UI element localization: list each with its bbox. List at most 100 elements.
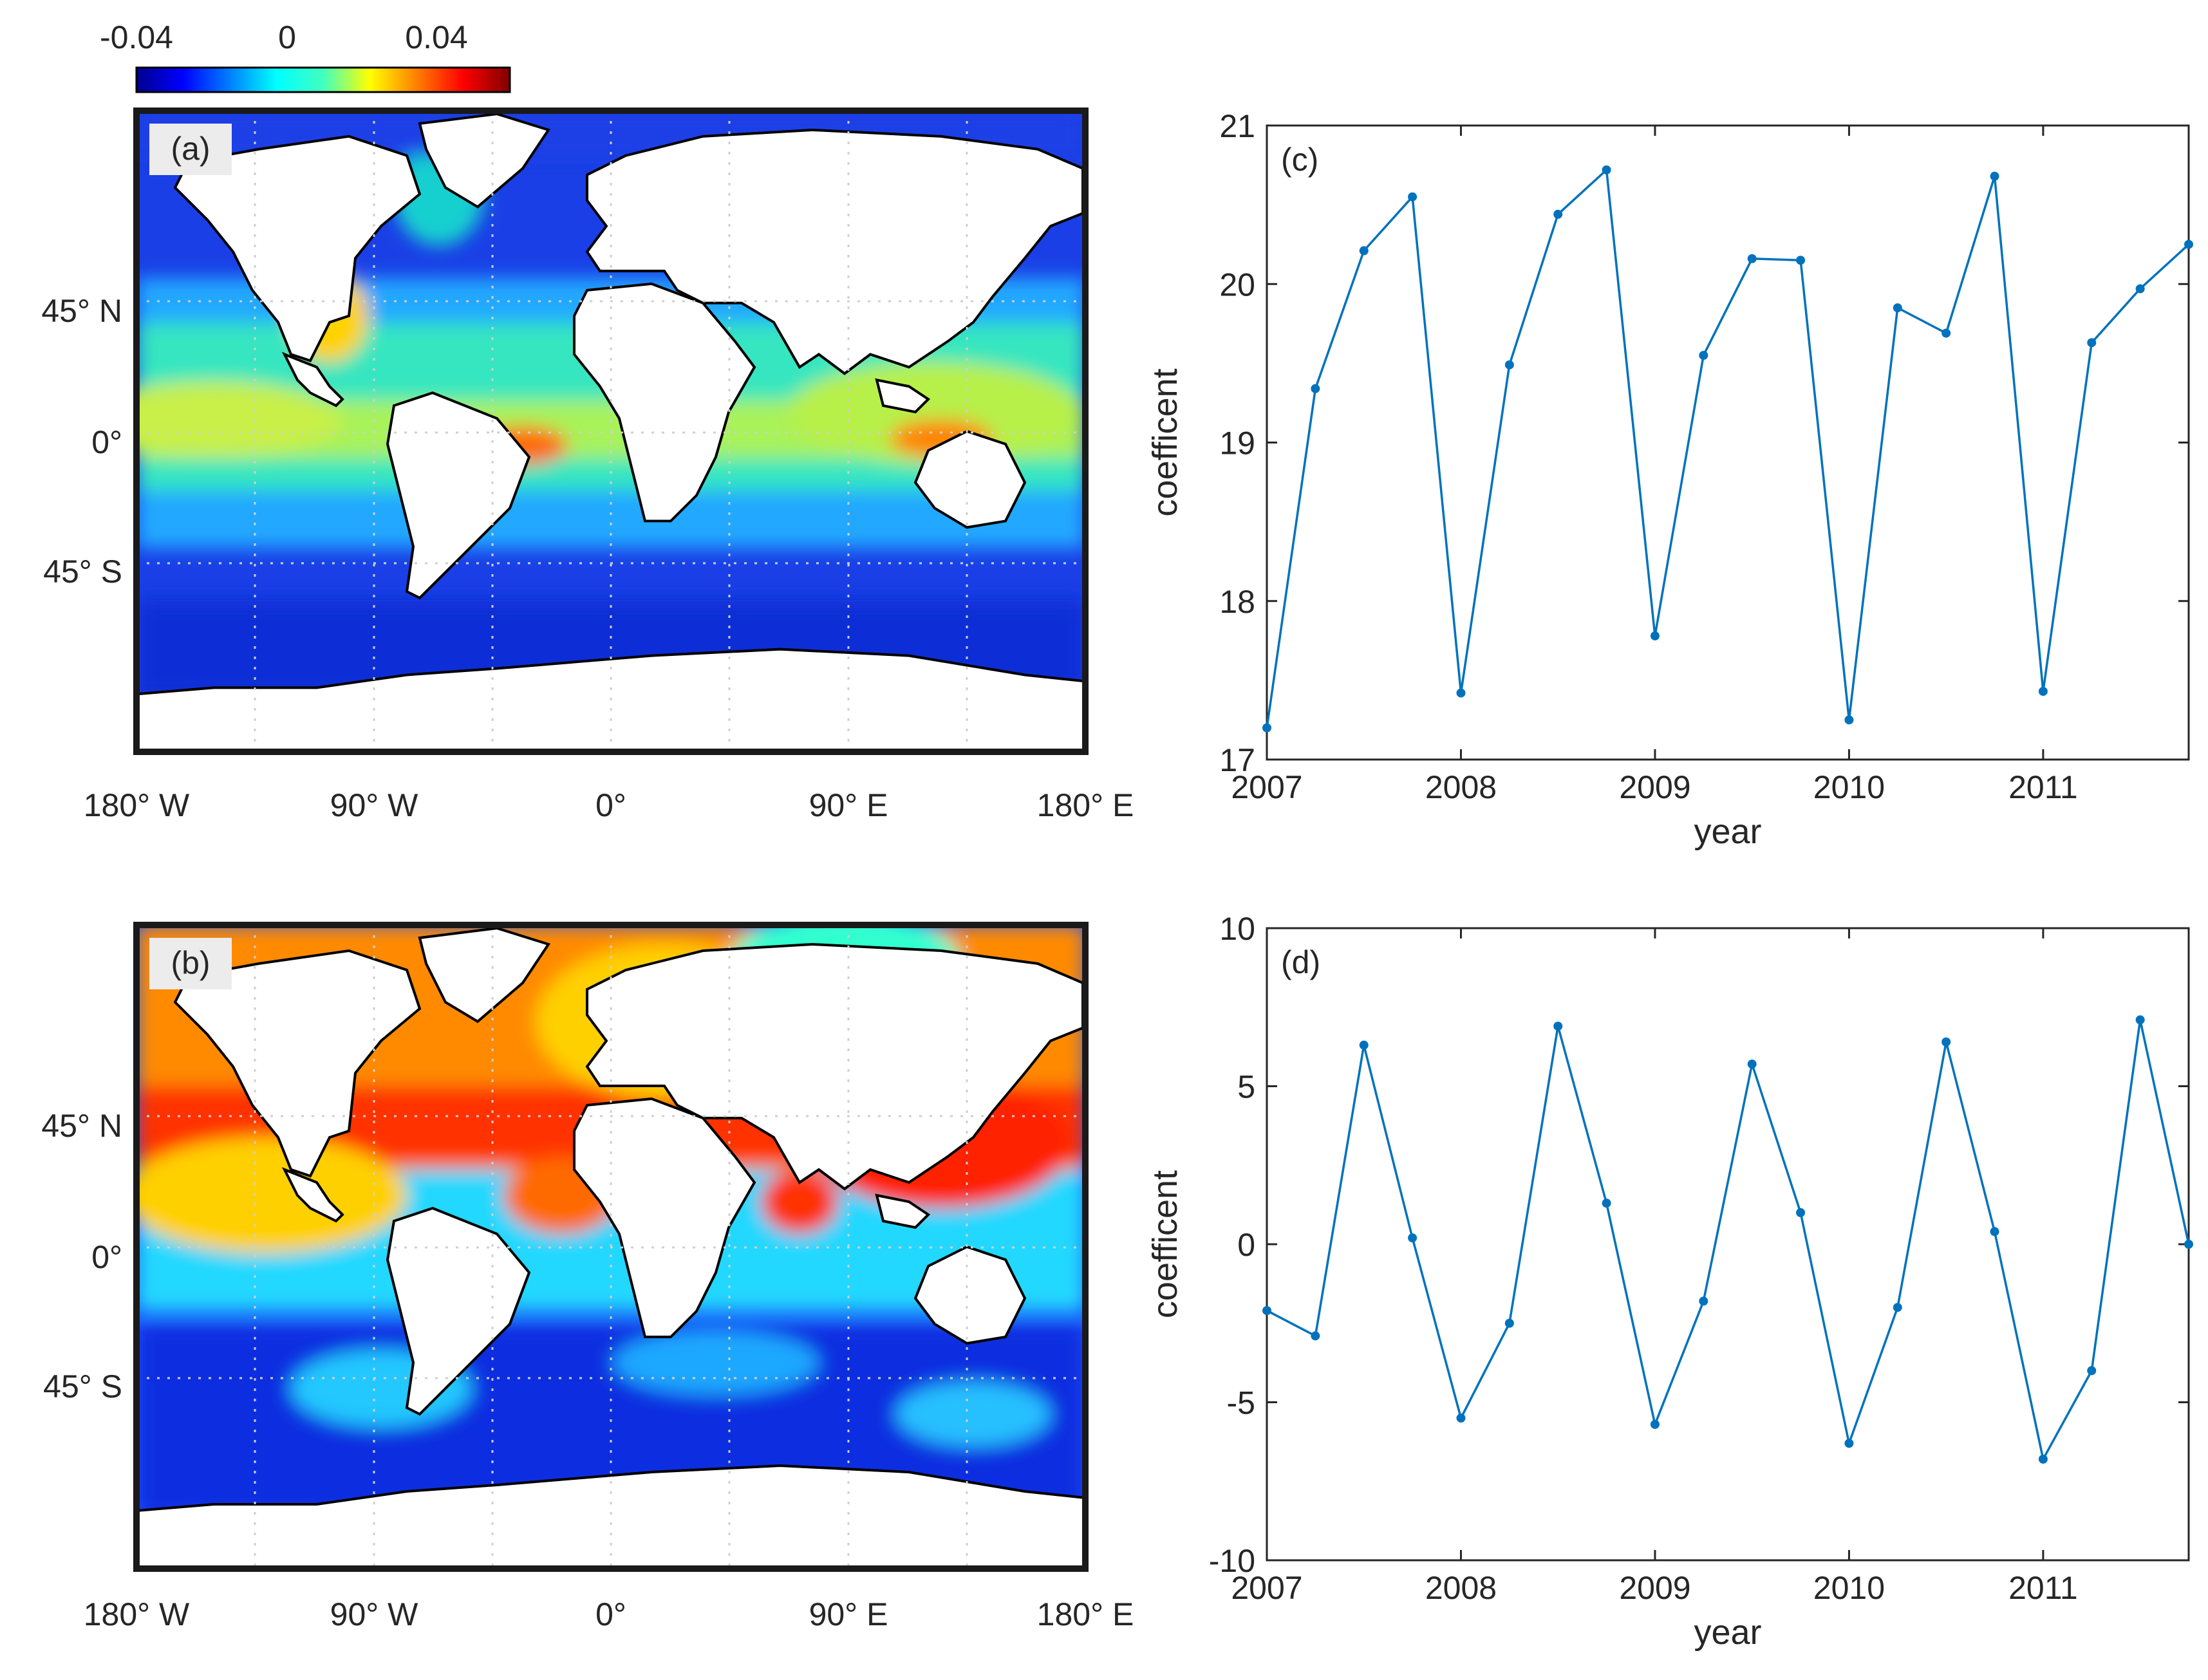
chart-d-data-point [1650, 1419, 1660, 1429]
lat-label: 0° [91, 424, 122, 460]
chart-d-data-point [2038, 1454, 2048, 1464]
chart-c-data-point [1456, 688, 1466, 698]
chart-c-data-point [1650, 631, 1660, 640]
colorbar-gradient [135, 66, 511, 93]
map-b-label: (b) [171, 945, 210, 981]
chart-d-ytick-label: -10 [1209, 1543, 1255, 1579]
chart-c-data-point [1311, 384, 1320, 393]
chart-d-series-line [1266, 1020, 2190, 1462]
chart-d-xtick-label: 2007 [1231, 1570, 1302, 1606]
chart-d-data-point [1602, 1199, 1611, 1208]
chart-d-data-point [2135, 1015, 2145, 1025]
chart-d-data-point [1504, 1318, 1514, 1328]
chart-d-data-point [1796, 1208, 1806, 1217]
chart-c-data-point [1504, 360, 1514, 369]
chart-c-xtick-label: 2008 [1425, 769, 1497, 805]
chart-d-data-point [1456, 1414, 1466, 1423]
chart-c-data-point [1359, 246, 1369, 256]
lat-label: 45° N [41, 293, 122, 329]
chart-c-data-point [1408, 192, 1417, 201]
chart-d-data-point [1311, 1331, 1320, 1341]
chart-d-ylabel: coefficent [1146, 1170, 1184, 1318]
chart-c-data-point [1990, 171, 1999, 181]
lat-label: 45° S [43, 554, 122, 590]
chart-d-data-point [1990, 1227, 1999, 1237]
chart-c-panel-label: (c) [1281, 142, 1318, 178]
chart-d-data-point [1844, 1439, 1854, 1448]
chart-c-data-point [1262, 723, 1271, 733]
map-b-gridlines [136, 925, 1085, 1569]
chart-d: 2007 2008 2009 2010 2011 -10 -5 0 5 10 year coeffic… [1146, 911, 2193, 1652]
chart-d-xtick-label: 2011 [2008, 1570, 2078, 1606]
lon-label: 0° [595, 787, 626, 823]
chart-d-panel-label: (d) [1281, 944, 1320, 980]
chart-c-data-point [1747, 254, 1757, 263]
chart-d-data-point [2184, 1240, 2193, 1249]
chart-c-data-point [2087, 338, 2097, 348]
lon-label: 90° E [809, 1596, 888, 1632]
chart-c-ylabel: coefficent [1146, 368, 1184, 516]
colorbar-tick-label: 0 [278, 19, 296, 55]
lat-label: 0° [91, 1239, 122, 1275]
chart-d-data-point [1941, 1037, 1951, 1047]
chart-d-data-point [1893, 1303, 1902, 1312]
chart-c-axes-box [1266, 124, 2190, 761]
chart-d-data-point [1553, 1022, 1563, 1031]
lon-label: 0° [595, 1596, 626, 1632]
lon-label: 90° W [330, 1596, 419, 1632]
chart-d-data-point [2087, 1366, 2097, 1376]
map-panel-a: (a) 45° N 0° 45° S 180° W 90° W 0° 90° E… [41, 107, 1134, 823]
lat-label: 45° S [43, 1368, 122, 1405]
chart-c-data-point [2184, 239, 2193, 249]
map-a-label-box [149, 124, 232, 175]
chart-c-ytick-label: 18 [1219, 584, 1255, 620]
chart-c-series-line [1266, 167, 2190, 729]
map-a-label: (a) [171, 131, 210, 167]
colorbar-tick-label: 0.04 [405, 19, 467, 55]
chart-d-data-point [1699, 1296, 1708, 1306]
chart-c-ytick-label: 21 [1219, 108, 1255, 144]
map-b-label-box [149, 938, 232, 989]
lon-label: 180° W [84, 787, 190, 823]
chart-d-ytick-label: 0 [1237, 1227, 1255, 1263]
chart-d-xtick-label: 2008 [1425, 1570, 1497, 1606]
chart-c-xtick-label: 2007 [1231, 769, 1302, 805]
chart-c-data-point [1893, 303, 1902, 313]
lon-label: 90° E [809, 787, 888, 823]
chart-c-data-point [1844, 715, 1854, 725]
lat-label: 45° N [41, 1108, 122, 1144]
chart-c-xtick-label: 2010 [1813, 769, 1885, 805]
chart-c-data-point [1796, 256, 1806, 265]
chart-c-ytick-label: 20 [1219, 266, 1255, 303]
chart-d-data-point [1359, 1040, 1369, 1050]
colorbar: -0.04 0 0.04 [100, 19, 511, 93]
colorbar-tick-label: -0.04 [100, 19, 173, 55]
chart-c-xtick-label: 2011 [2008, 769, 2078, 805]
map-a-frame [133, 107, 1089, 755]
map-b-field [136, 925, 1085, 1569]
chart-c-data-point [1699, 351, 1708, 360]
chart-c-ytick-label: 19 [1219, 425, 1255, 462]
lon-label: 90° W [330, 787, 419, 823]
map-b-frame [133, 922, 1089, 1572]
map-panel-b: (b) 45° N 0° 45° S 180° W 90° W 0° 90° E… [41, 922, 1134, 1632]
chart-d-ytick-label: -5 [1227, 1385, 1255, 1421]
chart-c-data-point [1941, 328, 1951, 338]
chart-d-xlabel: year [1694, 1613, 1761, 1652]
chart-d-data-point [1747, 1059, 1757, 1069]
chart-c: 2007 2008 2009 2010 2011 17 18 19 20 21 year coeffi… [1146, 108, 2193, 851]
chart-c-data-point [2135, 284, 2145, 294]
chart-d-xtick-label: 2010 [1813, 1570, 1885, 1606]
chart-c-xlabel: year [1694, 812, 1761, 851]
chart-c-data-point [1553, 209, 1563, 219]
chart-c-data-point [1602, 165, 1611, 174]
chart-d-xtick-label: 2009 [1619, 1570, 1690, 1606]
chart-c-xtick-label: 2009 [1619, 769, 1690, 805]
chart-d-data-point [1262, 1306, 1271, 1316]
map-a-field [136, 111, 1085, 752]
chart-d-data-point [1408, 1233, 1417, 1243]
chart-c-ytick-label: 17 [1219, 742, 1255, 778]
chart-d-axes-box [1266, 927, 2190, 1562]
lon-label: 180° W [84, 1596, 190, 1632]
